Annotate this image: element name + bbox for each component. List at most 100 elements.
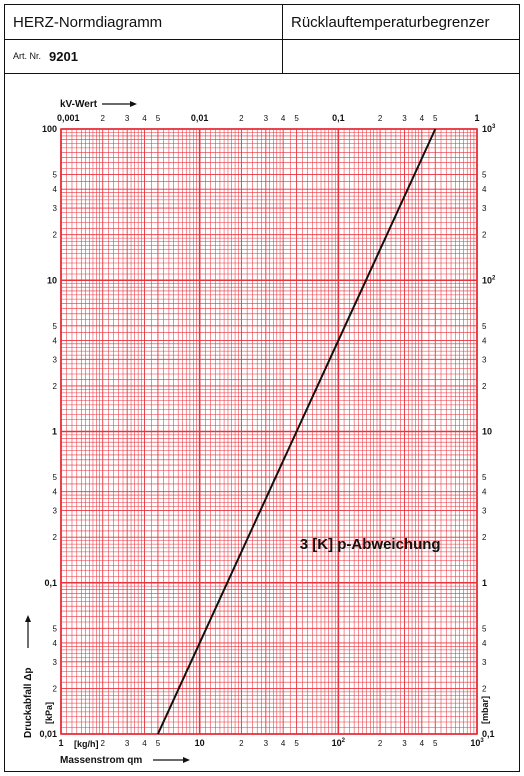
y-right-tick-label: 5	[482, 322, 487, 331]
diagram-title: HERZ-Normdiagramm	[13, 13, 163, 31]
x-tick-label: 2	[101, 739, 106, 748]
kv-tick-label: 4	[420, 114, 425, 123]
x-tick-label: 3	[402, 739, 407, 748]
kv-tick-label: 3	[402, 114, 407, 123]
kv-tick-label: 4	[281, 114, 286, 123]
y-right-tick-label: 5	[482, 473, 487, 482]
y-left-tick-label: 2	[53, 533, 58, 542]
y-left-tick-label: 2	[53, 382, 58, 391]
y-left-tick-label: 3	[53, 355, 58, 364]
y-right-tick-label: 4	[482, 488, 487, 497]
x-tick-label: 5	[433, 739, 438, 748]
x-tick-label: 2	[239, 739, 244, 748]
kv-tick-label: 2	[378, 114, 383, 123]
article-cell: Art. Nr. 9201	[5, 39, 283, 73]
kv-tick-label: 2	[101, 114, 106, 123]
x-tick-label: 1	[58, 738, 63, 748]
x-tick-label: 4	[420, 739, 425, 748]
x-tick-label: 10	[195, 738, 205, 748]
kv-tick-label: 0,1	[332, 113, 345, 123]
y-left-tick-label: 4	[53, 639, 58, 648]
y-right-tick-label: 2	[482, 231, 487, 240]
y-right-tick-label: 2	[482, 533, 487, 542]
y-right-tick-label: 4	[482, 639, 487, 648]
kv-tick-label: 5	[156, 114, 161, 123]
y-right-tick-label: 10	[482, 427, 492, 437]
y-right-tick-label: 4	[482, 185, 487, 194]
kv-arrow-icon	[130, 101, 137, 107]
header-row-2: Art. Nr. 9201	[5, 39, 519, 74]
y-right-tick-label: 1	[482, 578, 487, 588]
series-annotation: 3 [K] p-Abweichung	[300, 536, 441, 553]
x-tick-label: 5	[156, 739, 161, 748]
y-left-tick-label: 2	[53, 684, 58, 693]
y-left-tick-label: 0,01	[39, 729, 57, 739]
y-right-tick-label: 0,1	[482, 729, 495, 739]
diagram-frame: HERZ-Normdiagramm Rücklauftemperaturbegr…	[4, 4, 520, 772]
x-tick-label: 2	[378, 739, 383, 748]
kv-tick-label: 0,001	[57, 113, 80, 123]
y-left-tick-label: 3	[53, 204, 58, 213]
x-tick-label: 5	[294, 739, 299, 748]
y-left-tick-label: 5	[53, 322, 58, 331]
kv-tick-label: 5	[294, 114, 299, 123]
y-left-tick-label: 4	[53, 185, 58, 194]
y-right-tick-label: 5	[482, 171, 487, 180]
header-row-1: HERZ-Normdiagramm Rücklauftemperaturbegr…	[5, 5, 519, 40]
x-tick-label: 102	[332, 738, 346, 748]
y-left-tick-label: 0,1	[44, 578, 57, 588]
y-left-tick-label: 4	[53, 336, 58, 345]
x-tick-label: 103	[470, 738, 484, 748]
x-tick-label: 4	[142, 739, 147, 748]
y-right-tick-label: 3	[482, 658, 487, 667]
kv-axis-title: kV-Wert	[60, 99, 98, 110]
x-tick-label: 3	[125, 739, 130, 748]
article-number: 9201	[49, 48, 78, 64]
y-left-tick-label: 3	[53, 507, 58, 516]
x-axis-title-group: Massenstrom qm	[60, 755, 190, 766]
grid	[60, 128, 478, 735]
kv-tick-label: 4	[142, 114, 147, 123]
kv-tick-label: 5	[433, 114, 438, 123]
y-left-tick-label: 3	[53, 658, 58, 667]
y-left-tick-label: 4	[53, 488, 58, 497]
product-name: Rücklauftemperaturbegrenzer	[291, 13, 490, 31]
x-tick-label: 4	[281, 739, 286, 748]
y-left-unit-label: [kPa]	[44, 702, 54, 724]
kv-tick-label: 2	[239, 114, 244, 123]
y-left-tick-label: 100	[42, 124, 57, 134]
y-left-tick-label: 5	[53, 171, 58, 180]
y-right-tick-label: 5	[482, 624, 487, 633]
x-axis-title: Massenstrom qm	[60, 755, 142, 766]
kv-tick-label: 0,01	[191, 113, 209, 123]
article-number-label: Art. Nr.	[13, 51, 42, 61]
series	[156, 128, 437, 735]
y-right-unit-label: [mbar]	[480, 696, 490, 724]
y-left-tick-labels: 0,01 2 3 4 5 0,1 2 3 4 5 1 2 3 4 5 10 2 3 4 5 100	[39, 124, 57, 739]
x-tick-label: 3	[264, 739, 269, 748]
y-right-tick-label: 2	[482, 382, 487, 391]
x-tick-labels: 1 2 3 4 5 10 2 3 4 5 102 2 3 4 5 103	[58, 738, 484, 748]
y-left-tick-label: 10	[47, 275, 57, 285]
product-cell: Rücklauftemperaturbegrenzer	[283, 5, 519, 39]
kv-tick-label: 3	[264, 114, 269, 123]
y-right-tick-label: 4	[482, 336, 487, 345]
kv-tick-label: 3	[125, 114, 130, 123]
x-arrow-icon	[183, 757, 190, 763]
y-left-tick-label: 5	[53, 473, 58, 482]
kv-tick-labels: 0,001 2 3 4 5 0,01 2 3 4 5 0,1 2 3 4 5 1	[57, 113, 480, 123]
x-unit-label: [kg/h]	[74, 739, 99, 749]
plot-border	[60, 128, 478, 735]
y-arrow-icon	[25, 615, 31, 622]
kv-tick-label: 1	[474, 113, 479, 123]
y-left-tick-label: 1	[52, 427, 57, 437]
kv-axis-title-group: kV-Wert	[60, 99, 137, 110]
title-cell: HERZ-Normdiagramm	[5, 5, 283, 39]
y-axis-title: Druckabfall Δp	[23, 667, 34, 738]
y-right-tick-label: 3	[482, 204, 487, 213]
y-right-tick-label: 103	[482, 124, 496, 134]
y-right-tick-label: 102	[482, 275, 496, 285]
y-right-tick-label: 3	[482, 507, 487, 516]
